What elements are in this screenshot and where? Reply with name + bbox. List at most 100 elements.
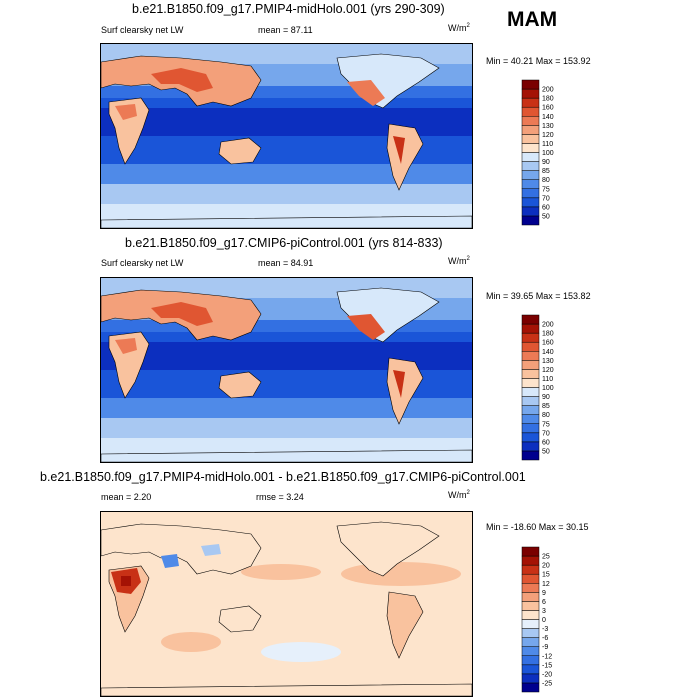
colorbar-tick-label: 130 [542,358,554,365]
colorbar-box [521,206,540,217]
colorbar-tick-label: -20 [542,671,552,678]
colorbar-box [521,414,540,424]
panel-3-rmse: rmse = 3.24 [256,492,304,502]
colorbar-tick-label: 100 [542,150,554,157]
colorbar-tick-label: 80 [542,177,550,184]
colorbar-box [521,423,540,434]
colorbar-tick-label: 70 [542,195,550,202]
season-label: MAM [507,8,558,31]
colorbar-tick-label: 0 [542,617,546,624]
colorbar-box [521,546,540,557]
colorbar-box [521,134,540,144]
colorbar-tick-label: 130 [542,123,554,130]
colorbar-box [521,601,540,611]
colorbar-tick-label: 50 [542,213,550,220]
panel-3-units: W/m2 [448,490,470,500]
colorbar-box [521,396,540,406]
colorbar-tick-label: 25 [542,554,550,561]
colorbar-tick-label: 75 [542,421,550,428]
panel-1-colorbar: 50 60 70 75 80 85 90 100 110 120 130 140 160 180 200 [521,79,572,226]
colorbar-box [521,646,540,656]
colorbar-tick-label: -9 [542,644,548,651]
colorbar-tick-label: 12 [542,581,550,588]
colorbar-box [521,88,540,99]
colorbar-box [521,125,540,135]
colorbar-box [521,637,540,647]
colorbar-tick-label: 6 [542,599,546,606]
panel-2-title: b.e21.B1850.f09_g17.CMIP6-piControl.001 … [125,236,443,250]
colorbar-tick-label: 75 [542,186,550,193]
colorbar-tick-label: 80 [542,412,550,419]
panel-2-mean: mean = 84.91 [258,258,314,268]
colorbar-tick-label: 140 [542,349,554,356]
panel-3-mean: mean = 2.20 [101,492,152,502]
colorbar-tick-label: 60 [542,439,550,446]
colorbar-tick-label: -12 [542,653,552,660]
panel-3-colorbar-svg: -25 -20 -15 -12 -9 -6 -3 0 3 6 9 12 15 20 25 [521,546,552,693]
colorbar-tick-label: 160 [542,105,554,112]
colorbar-box [521,378,540,388]
colorbar-tick-label: -15 [542,662,552,669]
colorbar-tick-label: 3 [542,608,546,615]
panel-1-map [100,43,473,229]
colorbar-box [521,215,540,226]
panel-3-minmax: Min = -18.60 Max = 30.15 [486,522,589,532]
colorbar-tick-label: 60 [542,204,550,211]
colorbar-box [521,573,540,584]
colorbar-tick-label: 70 [542,430,550,437]
colorbar-box [521,79,540,90]
colorbar-box [521,360,540,370]
panel-1-map-svg [101,44,472,228]
colorbar-box [521,555,540,566]
colorbar-box [521,628,540,638]
colorbar-tick-label: 200 [542,87,554,94]
colorbar-tick-label: -25 [542,680,552,687]
colorbar-box [521,432,540,443]
colorbar-tick-label: 180 [542,96,554,103]
colorbar-tick-label: 110 [542,376,553,383]
colorbar-box [521,682,540,693]
colorbar-box [521,152,540,162]
colorbar-box [521,441,540,452]
colorbar-tick-label: 140 [542,114,554,121]
colorbar-box [521,405,540,415]
colorbar-tick-label: 160 [542,340,554,347]
panel-3-map-svg [101,512,472,696]
colorbar-tick-label: 85 [542,403,550,410]
panel-2-units: W/m2 [448,256,470,266]
colorbar-tick-label: 90 [542,159,550,166]
colorbar-tick-label: 15 [542,572,550,579]
colorbar-tick-label: 120 [542,132,554,139]
colorbar-box [521,664,540,675]
colorbar-tick-label: 90 [542,394,550,401]
colorbar-box [521,351,540,361]
panel-2-map [100,277,473,463]
panel-1-units: W/m2 [448,23,470,33]
colorbar-tick-label: 20 [542,563,550,570]
colorbar-box [521,673,540,684]
panel-3-colorbar: -25 -20 -15 -12 -9 -6 -3 0 3 6 9 12 15 20 25 [521,546,572,693]
colorbar-box [521,341,540,352]
panel-3-title: b.e21.B1850.f09_g17.PMIP4-midHolo.001 - … [40,470,526,484]
colorbar-tick-label: 180 [542,331,554,338]
colorbar-tick-label: 110 [542,141,553,148]
panel-1-variable: Surf clearsky net LW [101,25,184,35]
colorbar-box [521,161,540,171]
colorbar-tick-label: 85 [542,168,550,175]
colorbar-box [521,143,540,153]
panel-2-minmax: Min = 39.65 Max = 153.82 [486,291,591,301]
colorbar-box [521,179,540,189]
colorbar-box [521,314,540,325]
colorbar-box [521,592,540,602]
panel-3-map [100,511,473,697]
colorbar-box [521,387,540,397]
colorbar-box [521,619,540,629]
colorbar-box [521,188,540,199]
colorbar-box [521,332,540,343]
colorbar-box [521,106,540,117]
colorbar-tick-label: -6 [542,635,548,642]
colorbar-box [521,116,540,126]
colorbar-tick-label: 200 [542,322,554,329]
colorbar-tick-label: 100 [542,385,554,392]
panel-1-title: b.e21.B1850.f09_g17.PMIP4-midHolo.001 (y… [132,2,445,16]
